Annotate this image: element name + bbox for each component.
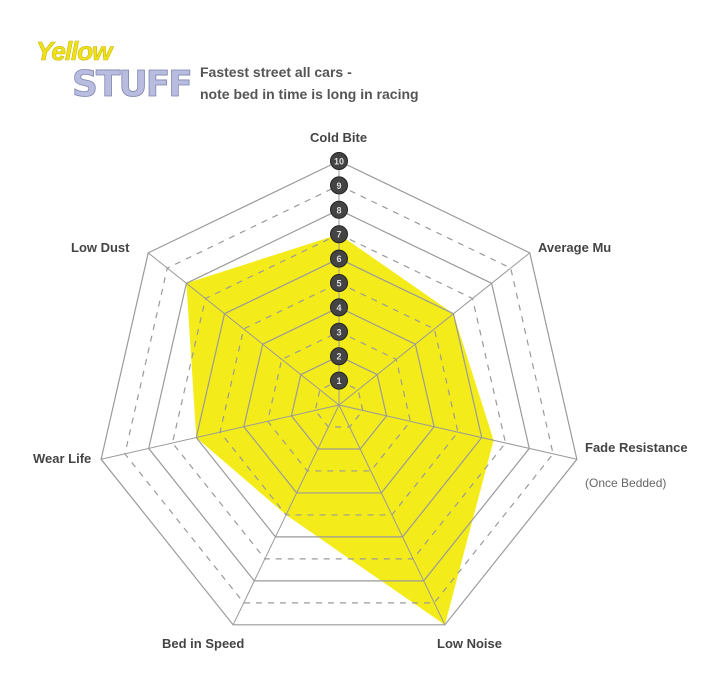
axis-label-average-mu: Average Mu <box>538 240 612 255</box>
grid-ring-7 <box>171 233 507 560</box>
grid-ring-10 <box>100 160 578 626</box>
tick-badge <box>330 347 348 366</box>
axis-note-fade: (Once Bedded) <box>585 476 667 490</box>
grid-ring-1 <box>314 379 364 428</box>
tick-badge <box>330 200 348 219</box>
subtitle-line-2: note bed in time is long in racing <box>200 86 419 102</box>
tick-badge <box>330 274 348 292</box>
axis-label-low-noise: Low Noise <box>437 636 503 651</box>
axis-label-cold-bite: Cold Bite <box>310 130 368 145</box>
logo-yellow: Yellow <box>36 36 113 67</box>
axis-spoke <box>101 404 340 460</box>
axis-spoke <box>232 404 340 626</box>
axis-label-bed-in-speed: Bed in Speed <box>162 636 245 651</box>
grid-ring-3 <box>266 331 412 472</box>
axis-label-wear-life: Wear Life <box>33 451 92 466</box>
tick-label: 5 <box>336 279 341 289</box>
axis-label-low-dust: Low Dust <box>71 240 130 255</box>
tick-badge <box>330 152 348 170</box>
grid-ring-8 <box>148 209 530 582</box>
axis-spoke <box>338 404 446 626</box>
data-area <box>186 234 494 625</box>
grid-ring-6 <box>195 257 483 538</box>
logo-stuff: STUFF <box>72 64 194 106</box>
tick-badge <box>330 371 348 390</box>
axis-spoke <box>338 252 531 406</box>
tick-label: 4 <box>336 303 341 313</box>
tick-label: 9 <box>336 181 341 191</box>
grid-ring-2 <box>290 355 388 450</box>
axis-label-fade: Fade Resistance <box>585 440 688 455</box>
tick-badge <box>330 176 348 195</box>
grid-ring-4 <box>243 306 435 494</box>
axis-spoke <box>147 252 340 406</box>
tick-label: 3 <box>336 327 341 337</box>
subtitle-line-1: Fastest street all cars - <box>200 64 352 80</box>
axis-spoke <box>338 404 577 460</box>
tick-label: 10 <box>334 157 344 167</box>
tick-label: 2 <box>336 352 341 362</box>
tick-badge <box>330 249 348 268</box>
tick-label: 1 <box>336 376 341 386</box>
tick-label: 7 <box>336 230 341 240</box>
tick-badge <box>330 322 348 341</box>
grid-ring-5 <box>219 282 459 516</box>
tick-label: 8 <box>336 205 341 215</box>
tick-label: 6 <box>336 254 341 264</box>
tick-badge <box>330 225 348 244</box>
tick-badge <box>330 298 348 317</box>
